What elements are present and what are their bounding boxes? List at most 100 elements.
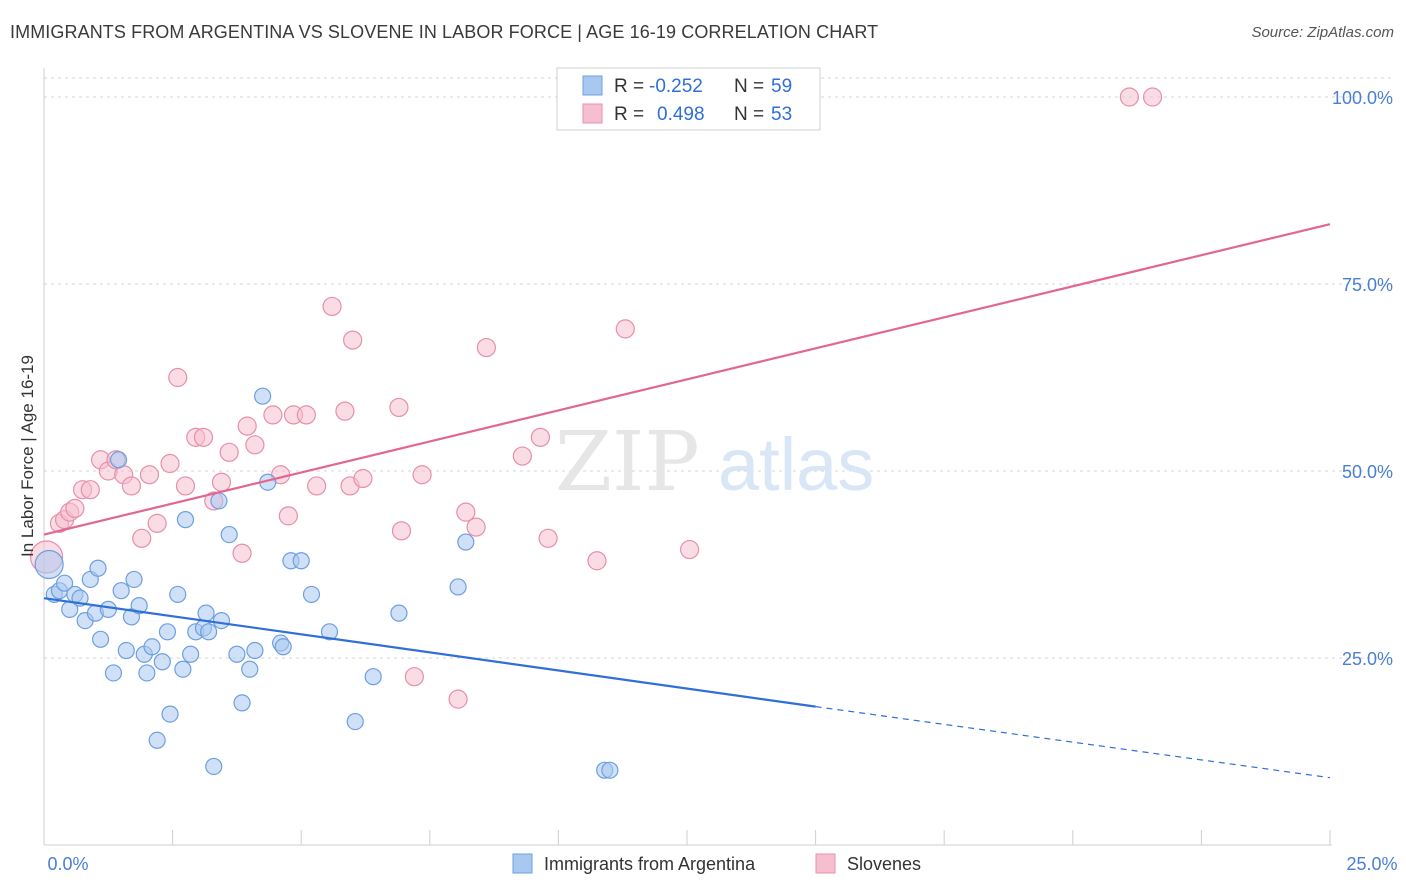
data-point	[296, 405, 316, 425]
data-point	[241, 660, 259, 678]
legend-bottom-argentina: Immigrants from Argentina	[544, 854, 756, 874]
legend-r-label-1: R =	[614, 76, 644, 97]
watermark-atlas: atlas	[718, 423, 874, 506]
legend-r-value-2: 0.498	[657, 104, 705, 125]
grid-lines	[44, 77, 1392, 659]
data-point	[390, 604, 408, 622]
data-point	[174, 660, 192, 678]
legend-n-value-1: 59	[771, 76, 792, 97]
x-tick-label-max: 25.0%	[1346, 854, 1397, 874]
data-point	[353, 468, 373, 489]
data-point	[530, 427, 550, 447]
data-point	[389, 397, 409, 418]
slovenes-points	[29, 87, 1163, 709]
y-tick-label: 50.0%	[1342, 462, 1393, 482]
trend-line-argentina-extension	[815, 706, 1331, 779]
axes	[43, 68, 1332, 846]
data-point	[449, 578, 467, 596]
data-point	[412, 465, 432, 485]
legend-n-label-1: N =	[734, 76, 764, 97]
data-point	[139, 465, 160, 485]
legend-n-label-2: N =	[734, 104, 764, 125]
y-axis-tick-labels: 25.0% 50.0% 75.0% 100.0%	[1332, 88, 1393, 669]
data-point	[307, 476, 327, 496]
data-point	[125, 570, 143, 589]
data-point	[197, 604, 215, 622]
data-point	[232, 543, 252, 563]
data-point	[112, 582, 130, 600]
data-point	[80, 480, 100, 500]
data-point	[292, 552, 310, 570]
data-point	[169, 585, 187, 604]
legend-n-value-2: 53	[771, 104, 792, 125]
argentina-points	[34, 387, 619, 779]
data-point	[34, 549, 64, 580]
data-point	[1119, 87, 1139, 107]
legend-bottom-slovenes: Slovenes	[847, 854, 921, 874]
data-point	[512, 446, 532, 466]
data-point	[130, 597, 148, 615]
data-point	[245, 435, 265, 455]
legend-r-value-1: -0.252	[649, 76, 703, 97]
trend-line-argentina	[43, 597, 816, 708]
data-point	[274, 638, 292, 656]
data-point	[138, 664, 156, 682]
legend-bottom-pink-swatch	[815, 853, 836, 874]
legend-r-label-2: R =	[614, 104, 644, 125]
data-point	[210, 492, 228, 510]
source-label: Source: ZipAtlas.com	[1251, 24, 1394, 41]
data-point	[117, 641, 135, 660]
data-point	[538, 528, 558, 548]
legend-pink-swatch	[582, 103, 603, 124]
data-point	[160, 453, 180, 474]
data-point	[476, 337, 496, 358]
data-point	[168, 367, 188, 388]
data-point	[200, 623, 218, 641]
data-point	[601, 761, 619, 779]
data-point	[147, 513, 167, 533]
data-point	[91, 630, 110, 648]
data-point	[228, 645, 246, 663]
data-point	[55, 574, 74, 592]
data-point	[99, 600, 117, 618]
data-point	[263, 405, 283, 425]
data-point	[322, 296, 342, 317]
data-point	[175, 476, 196, 496]
data-point	[148, 731, 166, 749]
data-point	[237, 416, 257, 436]
data-point	[391, 521, 412, 541]
data-point	[161, 705, 179, 723]
data-point	[132, 528, 152, 548]
legend-bottom: Immigrants from Argentina Slovenes	[512, 853, 921, 874]
y-axis-label: In Labor Force | Age 16-19	[18, 355, 37, 557]
chart-title: IMMIGRANTS FROM ARGENTINA VS SLOVENE IN …	[10, 22, 879, 42]
legend-blue-swatch	[582, 75, 603, 96]
y-tick-label: 100.0%	[1332, 88, 1393, 108]
data-point	[158, 623, 177, 641]
data-point	[193, 427, 214, 447]
data-point	[220, 525, 238, 544]
data-point	[457, 533, 475, 551]
data-point	[587, 551, 607, 571]
x-tick-label-min: 0.0%	[47, 854, 88, 874]
x-axis-ticks	[43, 830, 1331, 845]
data-point	[176, 511, 195, 529]
data-point	[1142, 87, 1163, 107]
data-point	[320, 623, 339, 641]
watermark-zip: ZIP	[555, 415, 700, 510]
data-point	[211, 472, 232, 492]
data-point	[104, 664, 123, 682]
data-point	[89, 559, 107, 577]
data-point	[182, 645, 200, 663]
y-tick-label: 25.0%	[1342, 649, 1393, 669]
data-point	[456, 502, 476, 522]
data-point	[364, 668, 382, 686]
legend-bottom-blue-swatch	[512, 853, 533, 874]
data-point	[153, 653, 171, 671]
data-point	[143, 638, 161, 656]
data-point	[343, 330, 363, 350]
y-tick-label: 75.0%	[1342, 275, 1393, 295]
data-point	[679, 539, 700, 560]
data-point	[233, 694, 251, 712]
